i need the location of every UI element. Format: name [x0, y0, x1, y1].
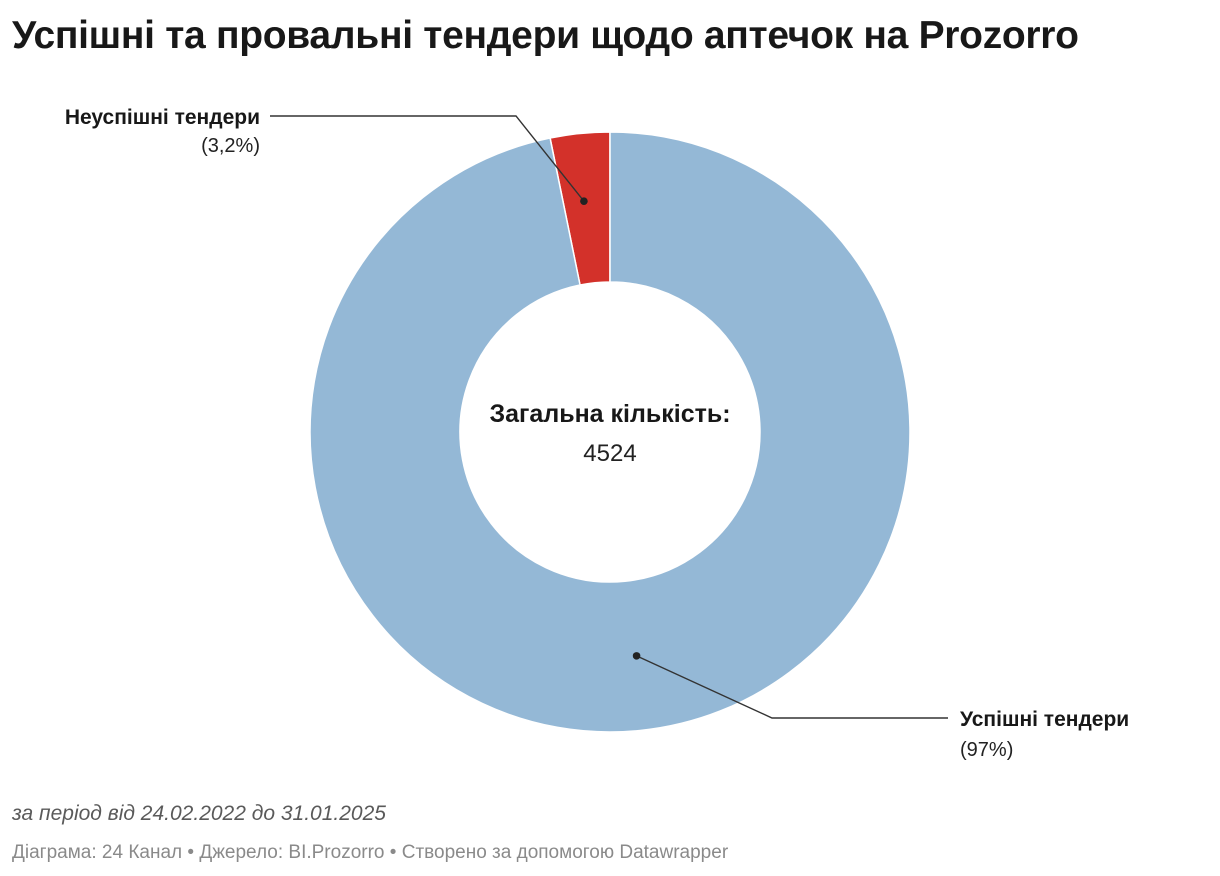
slice-1 [309, 131, 911, 733]
leader-line-1 [636, 655, 948, 719]
chart-notes: за період від 24.02.2022 до 31.01.2025 [12, 802, 386, 825]
footer-separator: • [187, 842, 195, 863]
slice-label-0: Неуспішні тендери [65, 106, 260, 129]
footer-separator: • [389, 842, 397, 863]
leader-dot-0 [580, 197, 588, 205]
center-label: Загальна кількість: [489, 400, 730, 428]
center-value: 4524 [583, 440, 636, 467]
chart-footer: Діаграма: 24 Канал • Джерело: BI.Prozorr… [12, 842, 728, 864]
slice-value-label-0: (3,2%) [201, 135, 260, 157]
leader-line-0 [270, 115, 585, 202]
slice-value-label-1: (97%) [960, 739, 1013, 761]
credit-label: Створено за допомогою Datawrapper [401, 842, 729, 863]
source-label: Джерело: BI.Prozorro [199, 842, 385, 863]
slice-label-1: Успішні тендери [960, 708, 1129, 731]
leader-dot-1 [632, 652, 641, 660]
chart-by-label: Діаграма: 24 Канал [12, 842, 183, 863]
chart-title: Успішні та провальні тендери щодо аптечо… [12, 14, 1079, 57]
